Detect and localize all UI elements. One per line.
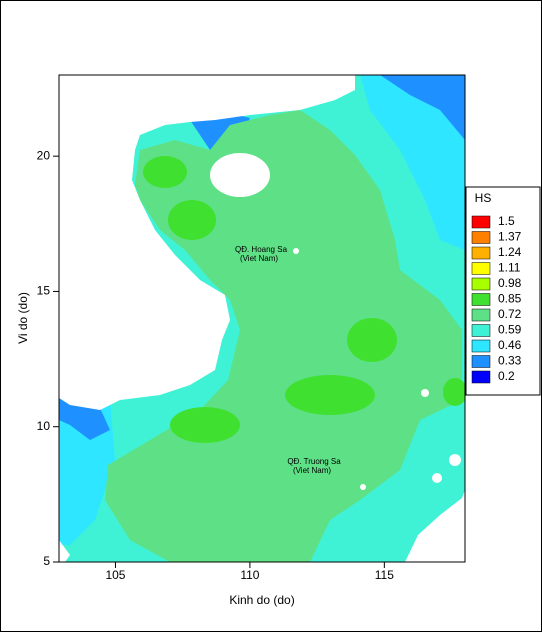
- contour-region: [347, 318, 397, 362]
- legend-swatch: [471, 246, 491, 260]
- annotation: QĐ. Hoang Sa: [235, 245, 288, 254]
- land: [293, 248, 299, 254]
- legend-title: HS: [475, 191, 492, 205]
- y-tick-label: 10: [37, 419, 51, 433]
- x-tick-label: 115: [375, 568, 394, 582]
- plot-frame: [58, 74, 466, 563]
- y-tick-label: 5: [43, 554, 50, 568]
- legend-label: 1.24: [498, 245, 522, 259]
- land: [59, 540, 70, 562]
- legend-label: 1.5: [498, 214, 515, 228]
- legend-swatch: [471, 324, 491, 337]
- contour-region: [360, 75, 465, 250]
- legend-label: 0.46: [498, 338, 522, 352]
- legend-swatch: [471, 308, 491, 322]
- land: [360, 484, 366, 490]
- legend-swatch: [471, 262, 491, 275]
- legend-label: 1.11: [498, 261, 521, 275]
- contour-region: [380, 75, 465, 140]
- land: [421, 389, 429, 397]
- land: [210, 153, 270, 197]
- legend-swatch: [471, 215, 491, 229]
- legend-swatch: [471, 231, 491, 244]
- contour-region: [168, 200, 216, 240]
- legend-swatch: [471, 339, 491, 353]
- annotation: (Viet Nam): [240, 254, 278, 263]
- legend-label: 0.72: [498, 307, 522, 321]
- land: [449, 454, 461, 466]
- annotation: (Viet Nam): [293, 466, 331, 475]
- land: [59, 75, 355, 410]
- legend-swatch: [471, 355, 491, 368]
- x-axis-label: Kinh do (do): [229, 593, 294, 607]
- land: [432, 473, 442, 483]
- legend-swatch: [471, 370, 491, 384]
- legend-label: 0.85: [498, 292, 522, 306]
- contour-region: [285, 375, 375, 415]
- contour-field: [59, 75, 465, 562]
- annotation: QĐ. Truong Sa: [287, 457, 341, 466]
- legend-label: 0.98: [498, 276, 522, 290]
- legend-label: 1.37: [498, 230, 522, 244]
- contour-region: [170, 407, 240, 443]
- legend-swatch: [471, 277, 491, 291]
- legend-label: 0.59: [498, 323, 522, 337]
- contour-region: [443, 378, 465, 406]
- y-axis-label: Vi do (do): [16, 292, 30, 344]
- x-tick-label: 110: [240, 568, 259, 582]
- legend-swatch: [471, 293, 491, 306]
- legend-label: 0.33: [498, 354, 522, 368]
- y-tick-label: 15: [37, 284, 51, 298]
- legend-label: 0.2: [498, 369, 515, 383]
- land: [405, 490, 465, 562]
- contour-region: [143, 156, 187, 188]
- x-tick-label: 105: [105, 568, 125, 582]
- y-tick-label: 20: [37, 148, 51, 162]
